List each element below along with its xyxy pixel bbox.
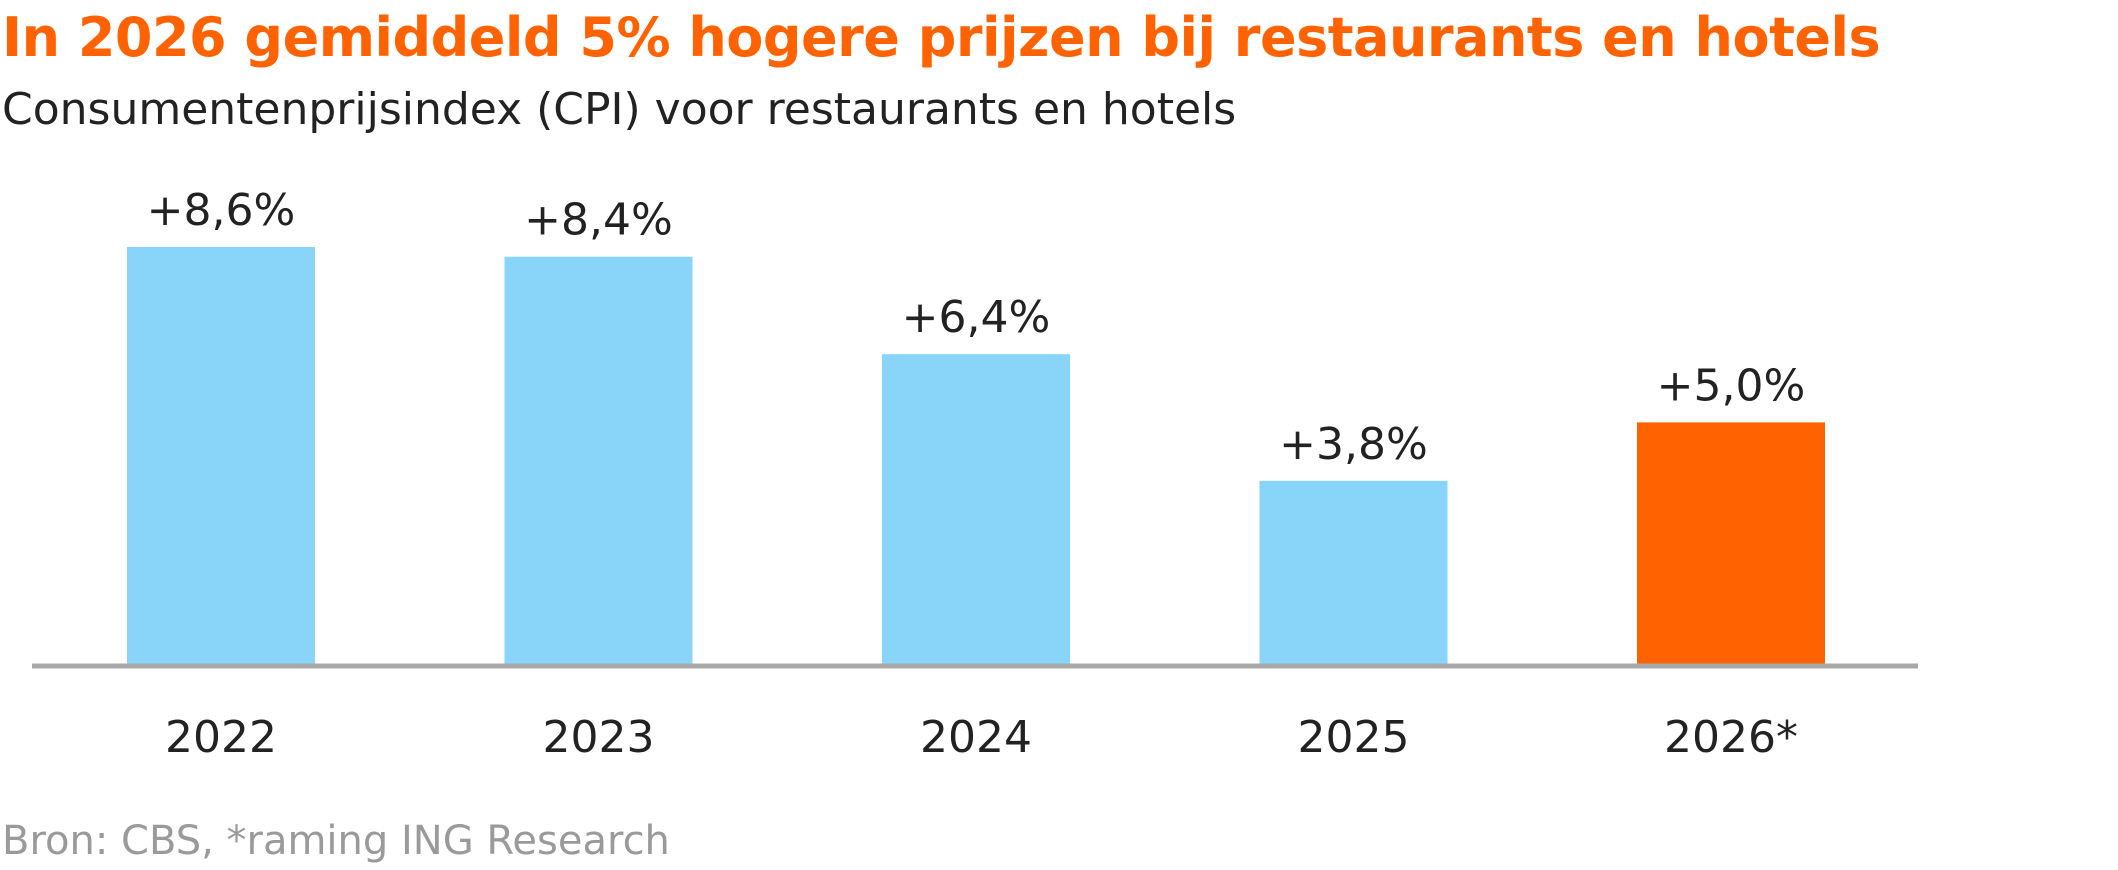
data-label-2022: +8,6% (147, 185, 296, 236)
data-label-2026: +5,0% (1657, 360, 1806, 411)
x-tick-label-2025: 2025 (1298, 712, 1410, 763)
source-footnote: Bron: CBS, *raming ING Research (2, 818, 670, 864)
x-tick-label-2026: 2026* (1664, 712, 1798, 763)
x-tick-label-2024: 2024 (920, 712, 1032, 763)
chart-title: In 2026 gemiddeld 5% hogere prijzen bij … (2, 6, 1881, 69)
bars-group (127, 247, 1825, 666)
chart-subtitle: Consumentenprijsindex (CPI) voor restaur… (2, 84, 1237, 135)
bar-2022 (127, 247, 315, 666)
bar-2024 (882, 354, 1070, 666)
bar-2023 (504, 256, 693, 666)
data-label-2025: +3,8% (1279, 419, 1428, 470)
x-tick-label-2022: 2022 (165, 712, 277, 763)
data-label-2023: +8,4% (524, 195, 673, 246)
data-labels-group: +8,6% +8,4% +6,4% +3,8% +5,0% (147, 185, 1806, 470)
data-label-2024: +6,4% (902, 292, 1051, 343)
bar-2025 (1259, 480, 1448, 666)
bar-2026 (1637, 422, 1825, 666)
x-tick-label-2023: 2023 (543, 712, 655, 763)
x-tick-labels-group: 2022 2023 2024 2025 2026* (165, 712, 1798, 763)
